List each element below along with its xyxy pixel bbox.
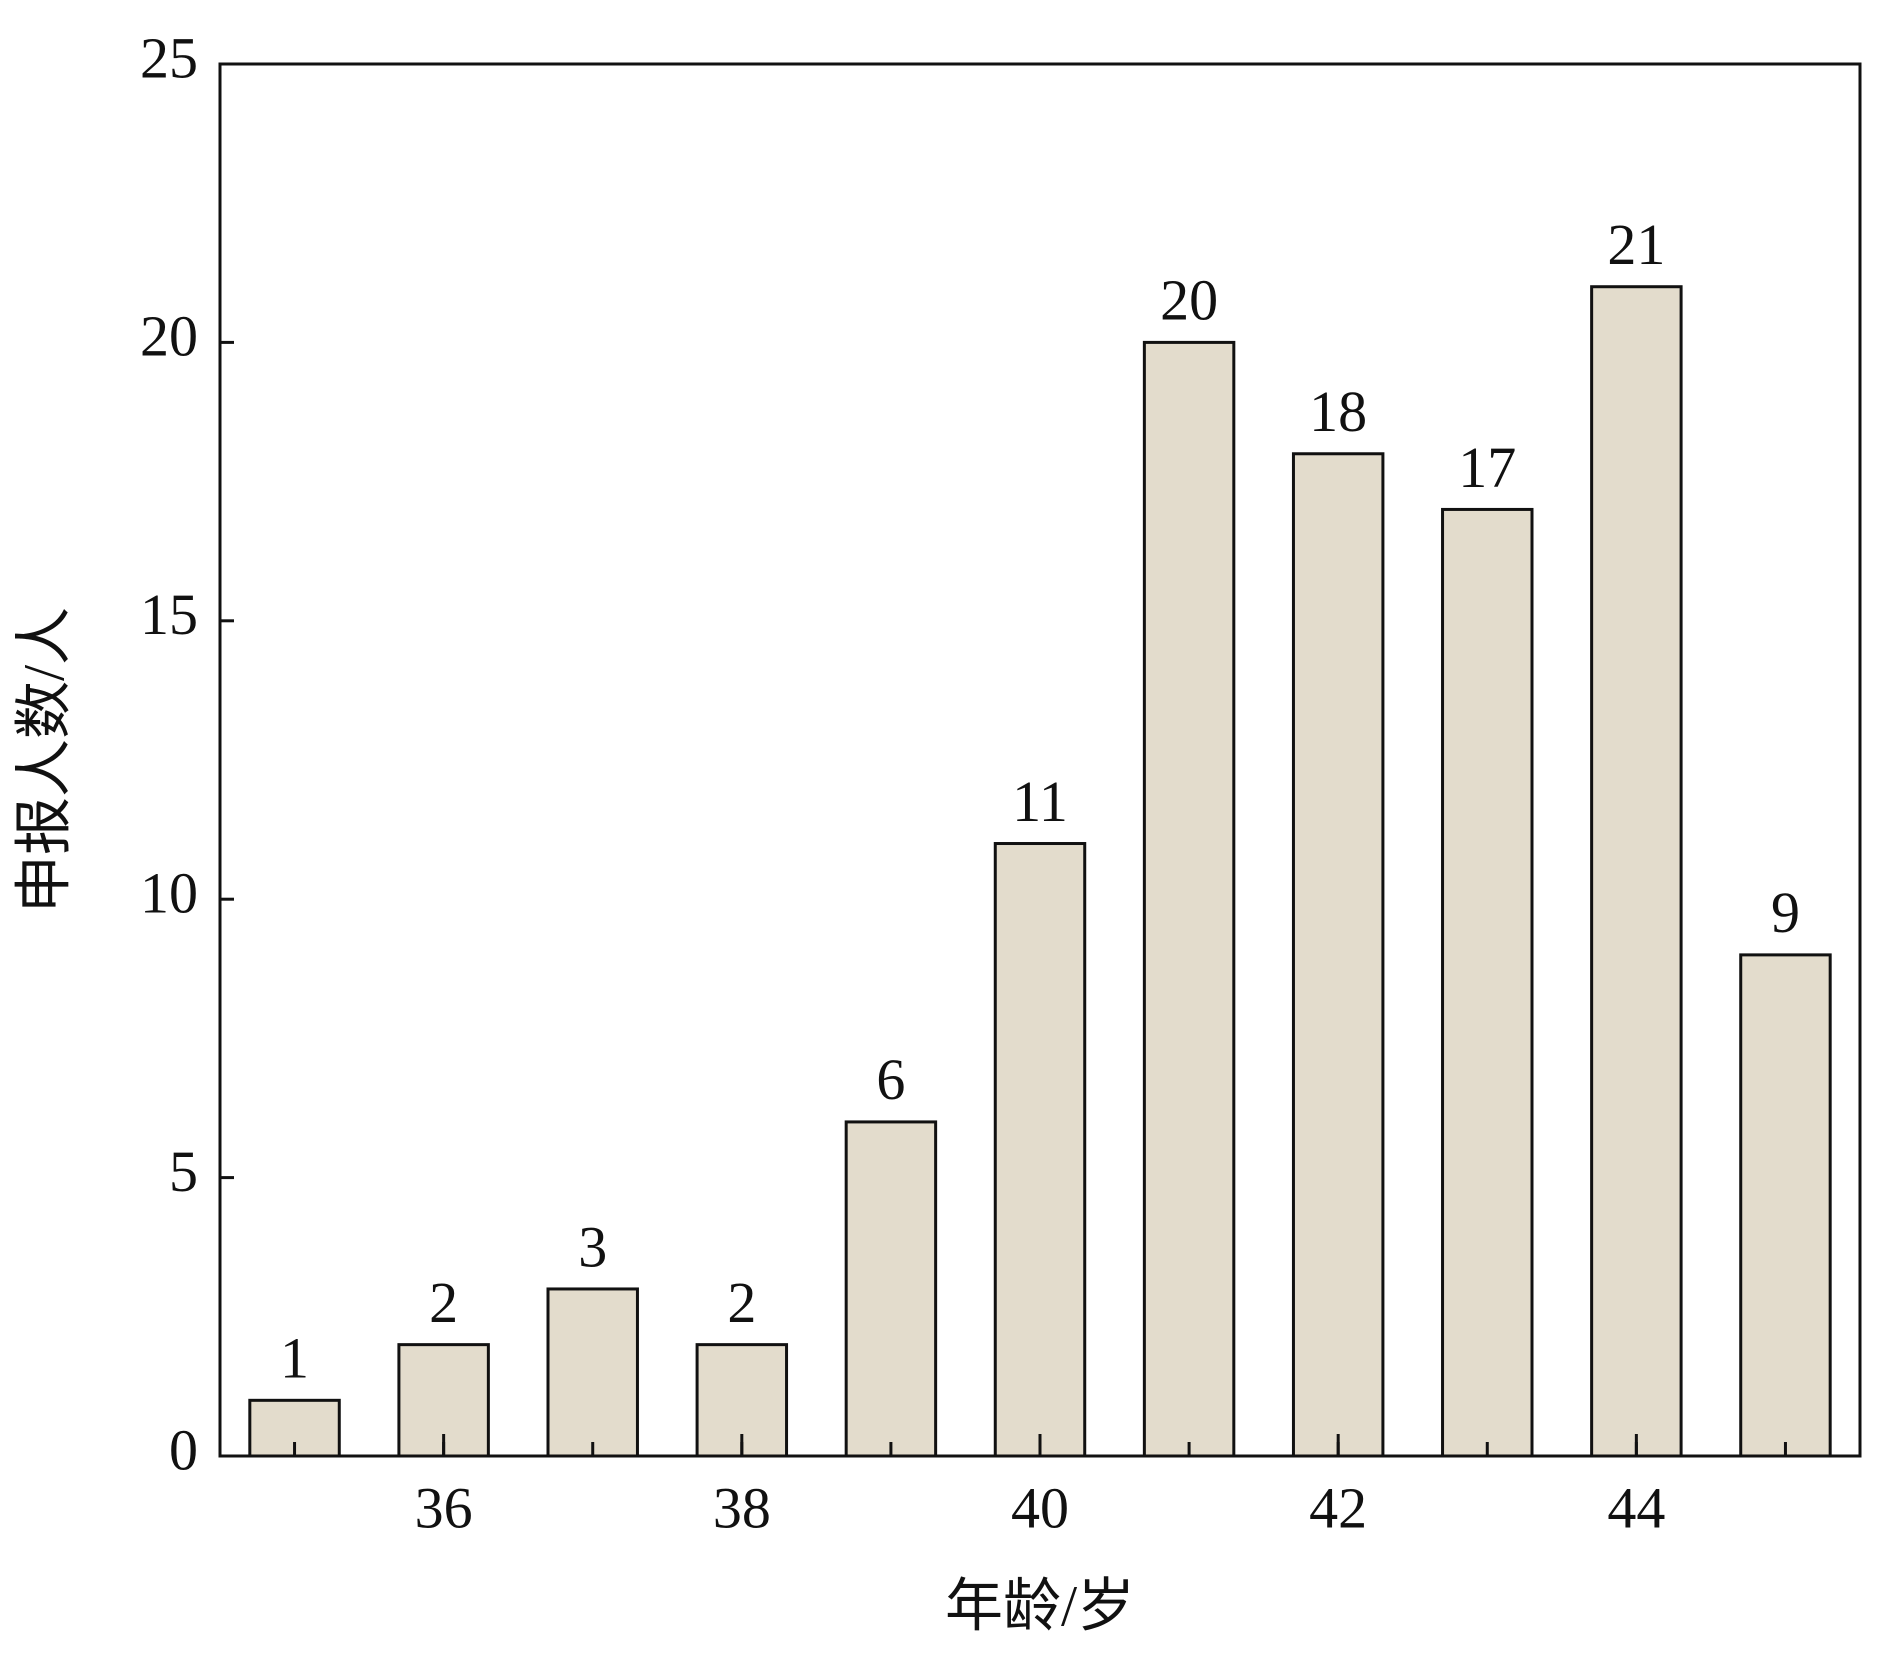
bar [844, 1120, 938, 1458]
x-tick-label: 38 [713, 1475, 771, 1540]
plot-frame [218, 62, 1862, 1458]
bar [993, 842, 1087, 1458]
x-tick-label: 36 [415, 1475, 473, 1540]
value-label: 2 [727, 1270, 756, 1335]
bar [1142, 340, 1236, 1458]
bar [1590, 285, 1683, 1458]
x-axis-label: 年龄/岁 [945, 1573, 1135, 1638]
y-tick-label: 15 [140, 582, 198, 647]
bar [546, 1287, 639, 1458]
value-label: 1 [280, 1326, 309, 1391]
bar [1441, 507, 1534, 1458]
y-axis-label: 申报人数/人 [11, 607, 76, 913]
bar [1291, 452, 1385, 1458]
value-label: 17 [1458, 435, 1516, 500]
value-label: 9 [1771, 880, 1800, 945]
x-tick-label: 44 [1607, 1475, 1665, 1540]
value-label: 2 [429, 1270, 458, 1335]
value-label: 18 [1309, 379, 1367, 444]
y-tick-label: 10 [140, 861, 198, 926]
value-label: 6 [876, 1047, 905, 1112]
value-label: 11 [1012, 769, 1068, 834]
y-tick-label: 0 [169, 1417, 198, 1482]
x-tick-label: 42 [1309, 1475, 1367, 1540]
y-tick-label: 20 [140, 304, 198, 369]
y-tick-label: 25 [140, 25, 198, 90]
value-label: 21 [1607, 212, 1665, 277]
y-tick-label: 5 [169, 1139, 198, 1204]
bar [1739, 953, 1832, 1458]
x-tick-label: 40 [1011, 1475, 1069, 1540]
value-label: 3 [578, 1214, 607, 1279]
value-label: 20 [1160, 268, 1218, 333]
